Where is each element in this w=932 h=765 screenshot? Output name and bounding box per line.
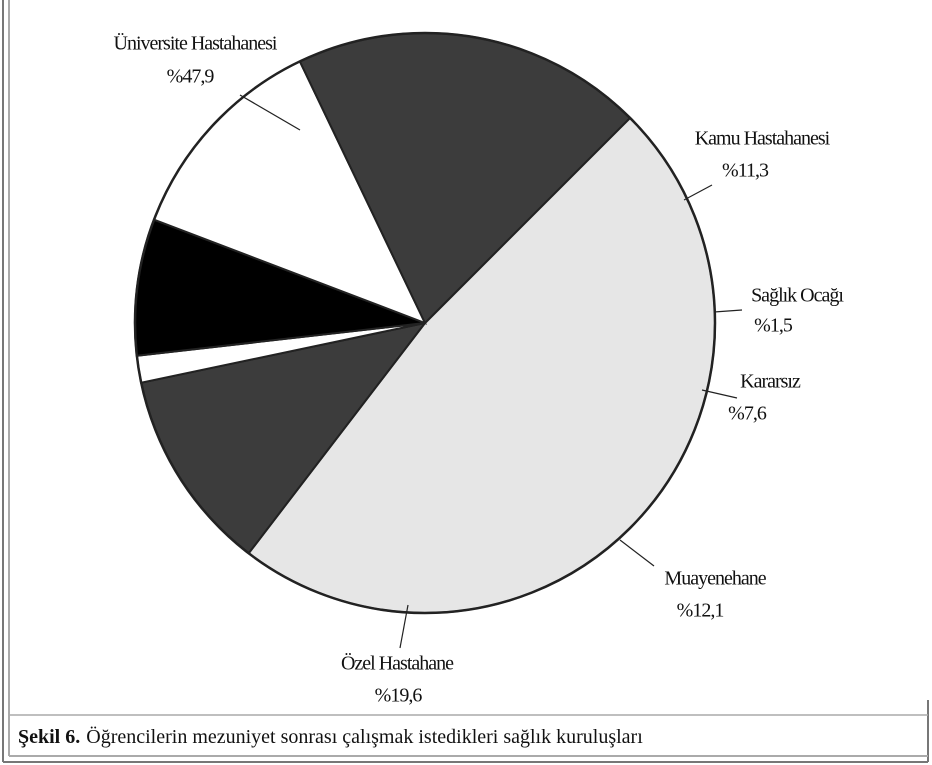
leader-line [713, 309, 743, 313]
leader-line [701, 389, 738, 399]
slice-value-label: %11,3 [722, 160, 769, 182]
slice-name: Kamu Hastahanesi [695, 128, 831, 150]
leader-line [683, 184, 713, 201]
leader-line [239, 94, 301, 131]
caption-label: Şekil 6. [18, 726, 80, 748]
slice-value-label: %12,1 [677, 600, 724, 622]
caption: Şekil 6. Öğrencilerin mezuniyet sonrası ç… [18, 725, 643, 748]
slice-value-label: %7,6 [728, 403, 767, 425]
leader-line [619, 539, 655, 567]
caption-text: Öğrencilerin mezuniyet sonrası çalışmak … [86, 725, 643, 748]
slice-name: Özel Hastahane [341, 652, 454, 675]
slice-name: Muayenehane [664, 568, 766, 590]
slice-value-label: %47,9 [167, 66, 215, 88]
leader-line [399, 604, 409, 649]
pie-outline [133, 31, 717, 615]
slice-name: Üniversite Hastahanesi [114, 32, 278, 55]
slice-name: Kararsız [740, 371, 801, 393]
slice-name: Sağlık Ocağı [751, 285, 844, 307]
slice-value-label: %1,5 [754, 315, 793, 337]
slice-value-label: %19,6 [375, 685, 423, 707]
pie [133, 31, 717, 615]
